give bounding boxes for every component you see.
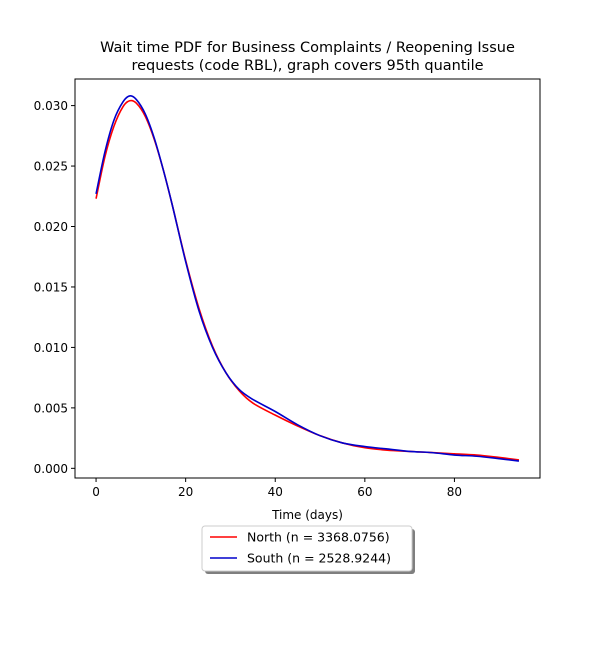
chart-title-line-2: requests (code RBL), graph covers 95th q… (131, 58, 483, 74)
y-tick-label: 0.025 (34, 160, 68, 174)
series-line-south (95, 95, 520, 462)
x-axis: 0 20 40 60 80 (92, 478, 462, 499)
legend-label-south: South (n = 2528.9244) (247, 551, 391, 566)
x-tick-label: 40 (268, 485, 283, 499)
plot-series-layer (95, 95, 520, 462)
x-tick-label: 60 (357, 485, 372, 499)
plot-frame (74, 78, 541, 479)
y-axis: 0.000 0.005 0.010 0.015 0.020 0.025 0.030 (34, 99, 75, 476)
legend: North (n = 3368.0756) South (n = 2528.92… (201, 525, 415, 574)
chart-title-line-1: Wait time PDF for Business Complaints / … (100, 40, 515, 56)
x-axis-label: Time (days) (271, 508, 343, 522)
y-tick-label: 0.000 (34, 462, 68, 476)
legend-label-north: North (n = 3368.0756) (247, 530, 390, 545)
legend-box (201, 525, 413, 572)
x-tick-label: 20 (178, 485, 193, 499)
y-tick-label: 0.015 (34, 280, 68, 294)
y-tick-label: 0.020 (34, 220, 68, 234)
x-tick-label: 80 (447, 485, 462, 499)
y-tick-label: 0.010 (34, 341, 68, 355)
y-tick-label: 0.030 (34, 99, 68, 113)
y-tick-label: 0.005 (34, 401, 68, 415)
x-tick-label: 0 (92, 485, 100, 499)
